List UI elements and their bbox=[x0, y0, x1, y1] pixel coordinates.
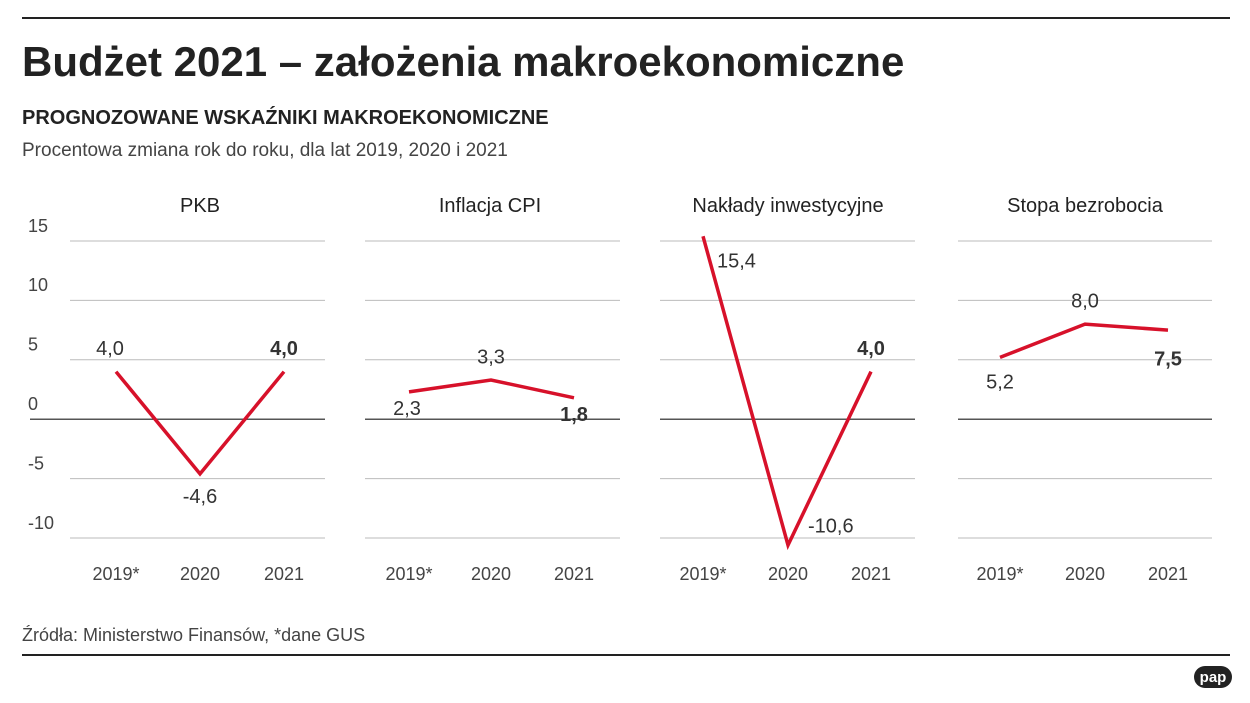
x-tick-label: 2021 bbox=[264, 564, 304, 584]
value-label: 1,8 bbox=[560, 404, 588, 426]
panel-title: Stopa bezrobocia bbox=[1007, 195, 1164, 217]
value-label: 4,0 bbox=[857, 338, 885, 360]
title: Budżet 2021 – założenia makroekonomiczne bbox=[22, 38, 904, 85]
x-tick-label: 2021 bbox=[851, 564, 891, 584]
value-label: 7,5 bbox=[1154, 348, 1182, 370]
logo: pap bbox=[1200, 669, 1227, 686]
panel-title: PKB bbox=[180, 195, 220, 217]
y-tick-label: 10 bbox=[28, 275, 48, 295]
value-label: 4,0 bbox=[270, 338, 298, 360]
panel-title: Nakłady inwestycyjne bbox=[692, 195, 883, 217]
x-tick-label: 2019* bbox=[679, 564, 726, 584]
value-label: 15,4 bbox=[717, 251, 756, 273]
y-tick-label: -5 bbox=[28, 453, 44, 473]
logo-badge bbox=[1194, 666, 1232, 688]
x-tick-label: 2019* bbox=[92, 564, 139, 584]
data-line bbox=[114, 370, 286, 477]
value-label: -10,6 bbox=[808, 515, 854, 537]
x-tick-label: 2021 bbox=[1148, 564, 1188, 584]
y-tick-label: 0 bbox=[28, 394, 38, 414]
data-line bbox=[408, 378, 575, 400]
value-label: 8,0 bbox=[1071, 290, 1099, 312]
x-tick-label: 2020 bbox=[471, 564, 511, 584]
x-tick-label: 2020 bbox=[1065, 564, 1105, 584]
y-tick-label: -10 bbox=[28, 513, 54, 533]
panel-title: Inflacja CPI bbox=[439, 195, 541, 217]
x-tick-label: 2020 bbox=[180, 564, 220, 584]
x-tick-label: 2021 bbox=[554, 564, 594, 584]
source: Źródła: Ministerstwo Finansów, *dane GUS bbox=[22, 625, 365, 645]
subtitle: PROGNOZOWANE WSKAŹNIKI MAKROEKONOMICZNE bbox=[22, 106, 549, 129]
value-label: -4,6 bbox=[183, 486, 217, 508]
value-label: 3,3 bbox=[477, 346, 505, 368]
data-line bbox=[999, 322, 1169, 360]
value-label: 5,2 bbox=[986, 372, 1014, 394]
x-tick-label: 2020 bbox=[768, 564, 808, 584]
y-tick-label: 5 bbox=[28, 335, 38, 355]
x-tick-label: 2019* bbox=[385, 564, 432, 584]
value-label: 2,3 bbox=[393, 398, 421, 420]
value-label: 4,0 bbox=[96, 338, 124, 360]
data-line bbox=[701, 235, 873, 551]
y-tick-label: 15 bbox=[28, 216, 48, 236]
description: Procentowa zmiana rok do roku, dla lat 2… bbox=[22, 140, 508, 161]
x-tick-label: 2019* bbox=[976, 564, 1023, 584]
